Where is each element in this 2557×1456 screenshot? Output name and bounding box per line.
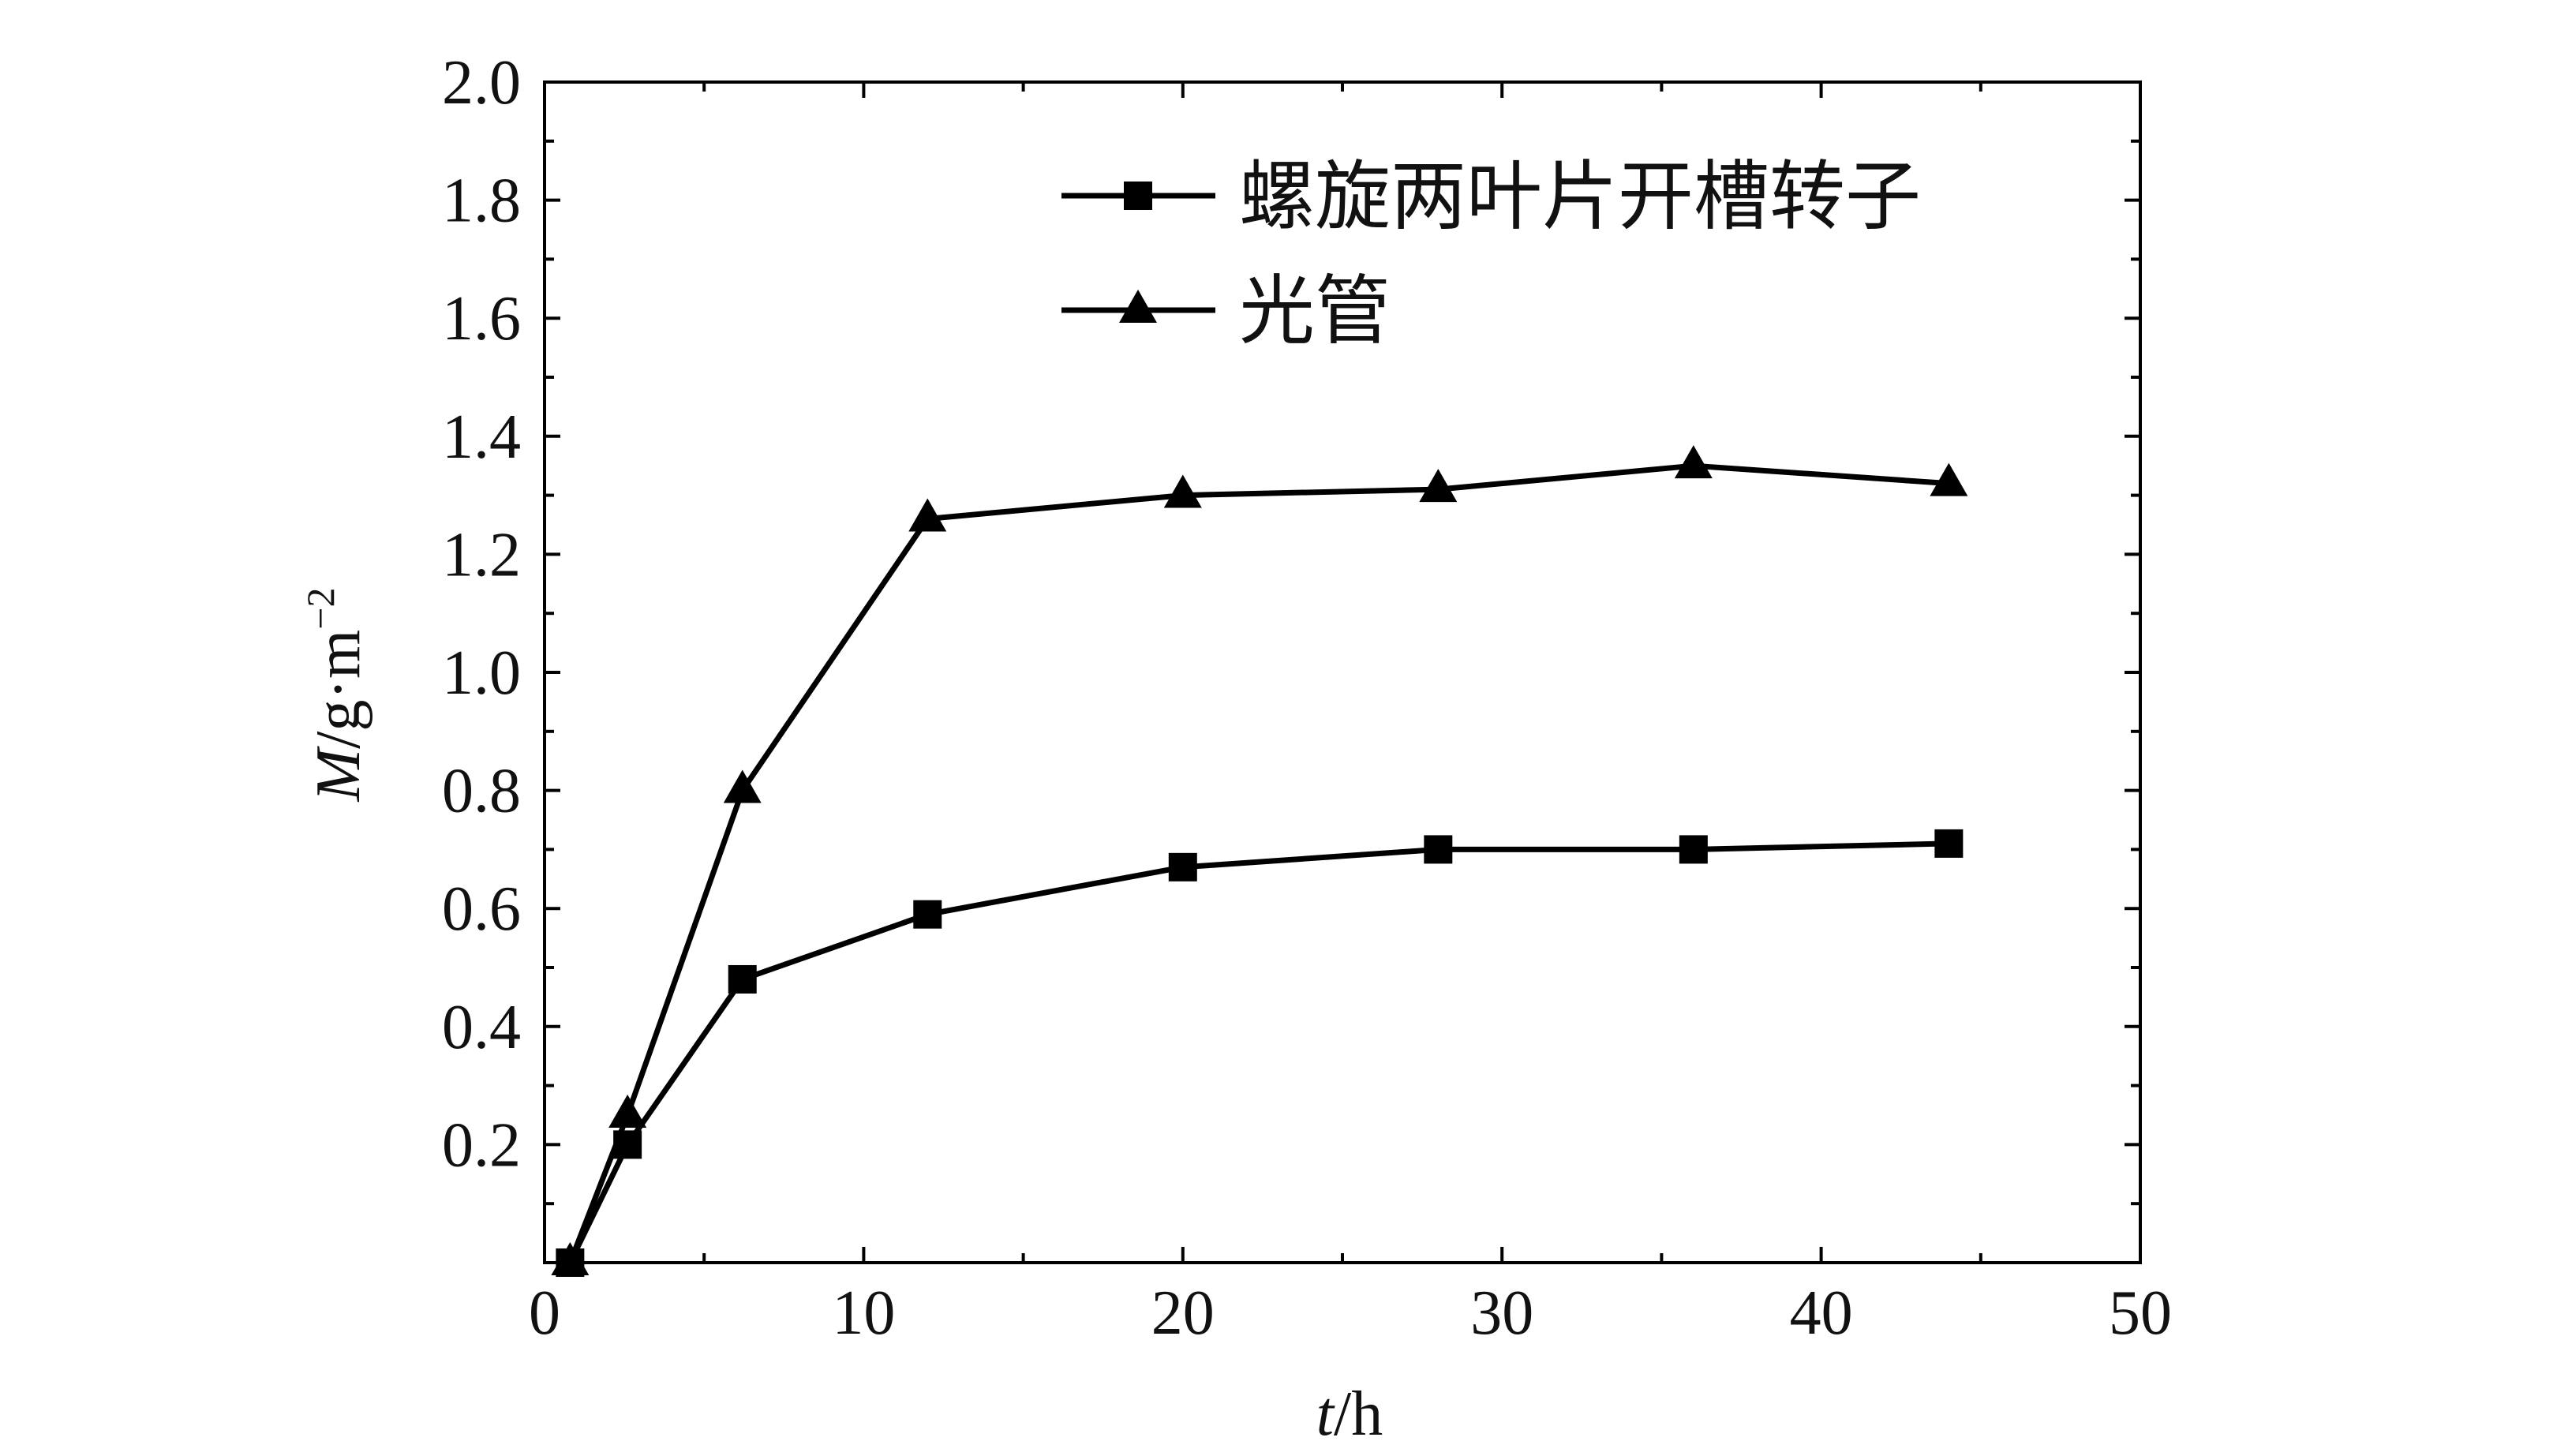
y-tick-label: 1.6 [442,284,521,354]
axes [543,80,2142,1264]
x-tick-label: 10 [832,1278,895,1348]
y-axis-label-variable: M [304,745,373,802]
ticks: 0 10 20 30 40 50 0.2 0.4 0.6 0.8 1.0 1.2 1.4 1.6 1.8 2.… [442,48,2172,1348]
y-axis-label: M/g·m−2 [298,588,373,803]
y-tick-label: 1.0 [442,638,521,708]
series-line [567,840,1949,1264]
triangle-marker [608,1094,647,1128]
y-tick-label: 0.6 [442,874,521,944]
x-axis-label-unit: /h [1334,1379,1383,1449]
legend-item: 光管 [1061,269,1391,354]
series-line [567,462,1949,1264]
triangle-marker [1163,474,1202,508]
x-tick-label: 50 [2109,1278,2172,1348]
triangle-marker [1419,469,1458,503]
triangle-marker [1674,445,1713,479]
x-tick-label: 30 [1470,1278,1533,1348]
triangle-marker [723,769,762,803]
series [551,445,1968,1277]
x-axis-label: t/h [1316,1379,1383,1449]
y-axis-label-unit: /g·m [304,630,373,749]
y-tick-label: 1.2 [442,520,521,590]
legend-triangle-marker [1119,289,1157,323]
triangle-marker [908,498,947,532]
x-tick-label: 40 [1790,1278,1853,1348]
series-0 [556,829,1964,1277]
y-axis-label-exponent: −2 [298,588,343,630]
plot-frame [543,80,2142,1264]
square-marker [1934,829,1964,858]
triangle-marker [551,1241,590,1275]
y-tick-label: 0.4 [442,993,521,1062]
x-tick-label: 20 [1151,1278,1215,1348]
square-marker [1679,835,1708,864]
square-marker [728,964,757,994]
legend-label: 螺旋两叶片开槽转子 [1239,155,1921,239]
square-marker [1168,852,1197,881]
x-tick-label: 0 [529,1278,560,1348]
legend-item: 螺旋两叶片开槽转子 [1061,155,1921,239]
square-marker [913,900,942,929]
y-tick-label: 0.8 [442,757,521,826]
y-tick-label: 0.2 [442,1110,521,1180]
y-tick-label: 1.8 [442,167,521,236]
legend-square-marker [1124,182,1152,210]
legend-label: 光管 [1239,269,1391,354]
triangle-marker [1930,462,1968,496]
x-axis-label-variable: t [1316,1379,1335,1449]
y-tick-label: 2.0 [442,48,521,118]
square-marker [1424,835,1453,864]
y-tick-label: 1.4 [442,402,521,472]
series-1 [551,445,1968,1275]
